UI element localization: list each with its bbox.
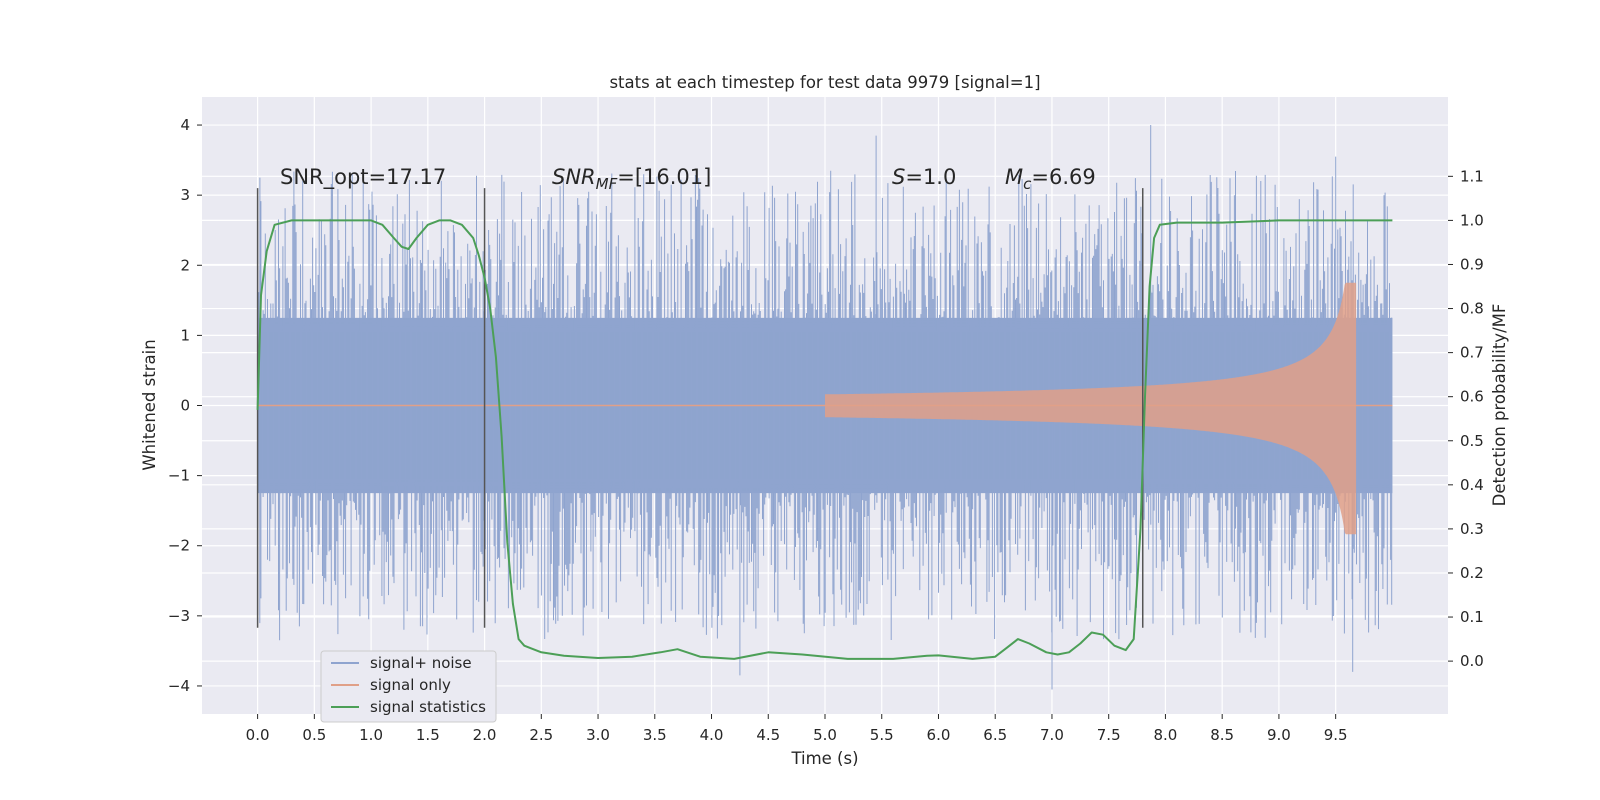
y-axis-label: Whitened strain [140, 339, 159, 470]
chart-title: stats at each timestep for test data 997… [609, 73, 1040, 92]
y-right-tick-label: 0.2 [1460, 564, 1484, 582]
y-tick-label: −2 [168, 537, 190, 555]
y-tick-label: −3 [168, 607, 190, 625]
x-tick-label: 9.5 [1324, 726, 1348, 744]
x-tick-label: 1.0 [359, 726, 383, 744]
legend-label-signal-only: signal only [370, 676, 451, 694]
y-axis-right-ticks: 1.1 1.0 0.9 0.8 0.7 0.6 0.5 0.4 0.3 0.2 0.1 0.0 [1448, 167, 1484, 670]
x-tick-label: 4.0 [700, 726, 724, 744]
x-axis-label: Time (s) [790, 749, 858, 768]
y-right-tick-label: 0.5 [1460, 432, 1484, 450]
legend: signal+ noise signal only signal statist… [320, 650, 497, 723]
x-tick-label: 5.0 [813, 726, 837, 744]
y-tick-label: 4 [180, 116, 190, 134]
x-tick-label: 3.5 [643, 726, 667, 744]
x-tick-label: 2.5 [529, 726, 553, 744]
y-tick-label: 3 [180, 186, 190, 204]
y-right-tick-label: 0.3 [1460, 520, 1484, 538]
x-tick-label: 4.5 [756, 726, 780, 744]
annotation-snr-opt: SNR_opt=17.17 [280, 165, 446, 190]
x-tick-label: 5.5 [870, 726, 894, 744]
snr-mf-value: =[16.01] [617, 165, 711, 189]
signal-only-envelope [825, 282, 1357, 546]
y-right-tick-label: 1.0 [1460, 211, 1484, 229]
y-right-tick-label: 0.8 [1460, 300, 1484, 318]
legend-box [320, 650, 497, 723]
y-axis-right-label: Detection probability/MF [1490, 304, 1509, 507]
x-tick-label: 0.5 [302, 726, 326, 744]
x-tick-label: 8.0 [1154, 726, 1178, 744]
signal-only-series [257, 282, 1393, 546]
y-tick-label: −1 [168, 467, 190, 485]
y-right-tick-label: 1.1 [1460, 167, 1484, 185]
mc-sub: c [1023, 175, 1032, 193]
y-right-tick-label: 0.7 [1460, 344, 1484, 362]
y-right-tick-label: 0.4 [1460, 476, 1484, 494]
x-tick-label: 3.0 [586, 726, 610, 744]
snr-mf-main: SNR [552, 165, 596, 189]
x-tick-label: 1.5 [416, 726, 440, 744]
mc-value: =6.69 [1031, 165, 1095, 189]
s-main: S [892, 165, 905, 189]
y-tick-label: 1 [180, 326, 190, 344]
snr-mf-sub: MF [596, 175, 618, 193]
y-tick-label: 2 [180, 256, 190, 274]
y-right-tick-label: 0.9 [1460, 255, 1484, 273]
mc-main: M [1005, 165, 1023, 189]
x-tick-label: 6.0 [927, 726, 951, 744]
signal-statistics-series [256, 219, 1393, 660]
annotations: SNR_opt=17.17 SNRMF=[16.01] S=1.0 Mc=6.6… [280, 165, 1096, 193]
x-tick-label: 6.5 [983, 726, 1007, 744]
y-axis-left-ticks: 4 3 2 1 0 −1 −2 −3 −4 [168, 116, 202, 695]
annotation-mc: Mc=6.69 [1005, 165, 1096, 193]
s-value: =1.0 [905, 165, 956, 189]
y-tick-label: −4 [168, 677, 190, 695]
legend-label-signal-statistics: signal statistics [370, 698, 486, 716]
x-tick-label: 2.0 [473, 726, 497, 744]
annotation-s: S=1.0 [892, 165, 956, 189]
annotation-snr-mf: SNRMF=[16.01] [552, 165, 711, 193]
y-right-tick-label: 0.0 [1460, 652, 1484, 670]
x-tick-label: 8.5 [1210, 726, 1234, 744]
y-right-tick-label: 0.1 [1460, 608, 1484, 626]
signal-statistics-line [256, 219, 1393, 660]
x-tick-label: 9.0 [1267, 726, 1291, 744]
x-tick-label: 7.5 [1097, 726, 1121, 744]
x-tick-label: 7.0 [1040, 726, 1064, 744]
x-tick-label: 0.0 [246, 726, 270, 744]
x-axis-ticks: 0.0 0.5 1.0 1.5 2.0 2.5 3.0 3.5 4.0 4.5 5.0 5.5 6.0 6… [246, 714, 1348, 744]
y-tick-label: 0 [180, 397, 190, 415]
legend-label-signal-noise: signal+ noise [370, 654, 472, 672]
y-right-tick-label: 0.6 [1460, 388, 1484, 406]
